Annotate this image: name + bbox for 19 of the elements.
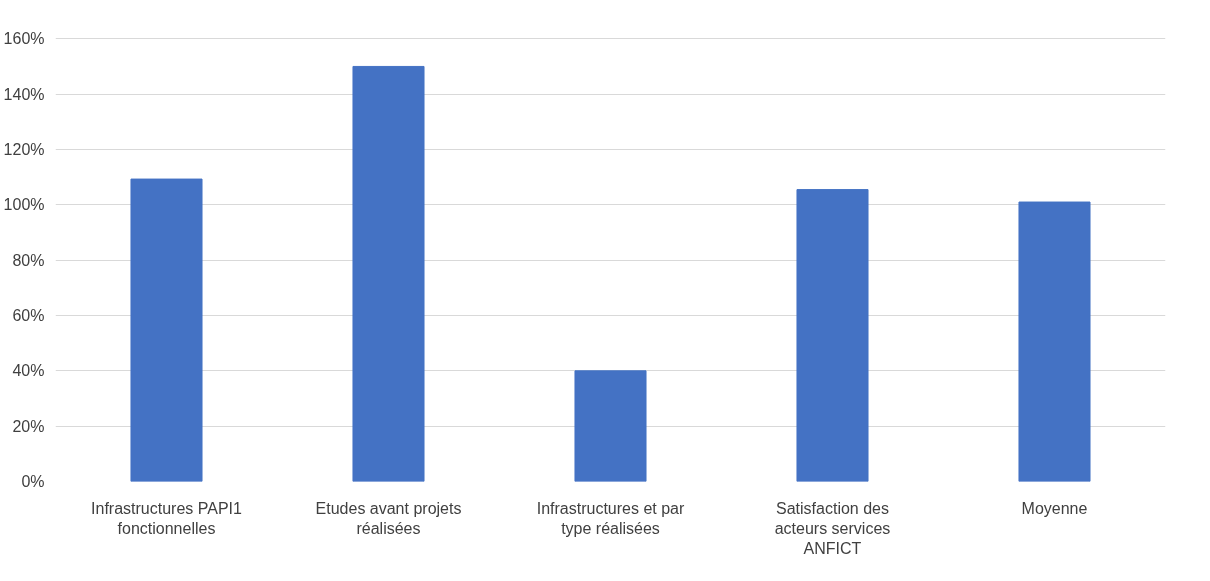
x-tick-label: Satisfaction des acteurs services ANFICT [774,499,891,558]
y-tick-label: 140% [3,85,45,103]
y-tick-label: 20% [12,417,45,435]
y-tick-label: 100% [3,196,45,214]
y-tick-label: 120% [3,140,45,158]
bar [1018,201,1091,482]
bar [574,370,647,482]
bar [352,65,425,482]
bar [796,189,869,482]
x-tick-label: Etudes avant projets réalisées [315,499,462,537]
x-tick-label: Infrastructures et par type réalisées [536,499,685,537]
y-tick-label: 0% [21,473,45,490]
x-tick-label: Infrastructures PAPI1 fonctionnelles [91,499,243,537]
y-tick-label: 40% [12,362,45,380]
x-tick-label: Moyenne [1021,499,1088,517]
bar [130,178,203,482]
y-tick-label: 80% [12,251,45,269]
y-tick-label: 60% [12,306,45,324]
y-tick-label: 160% [3,30,45,48]
